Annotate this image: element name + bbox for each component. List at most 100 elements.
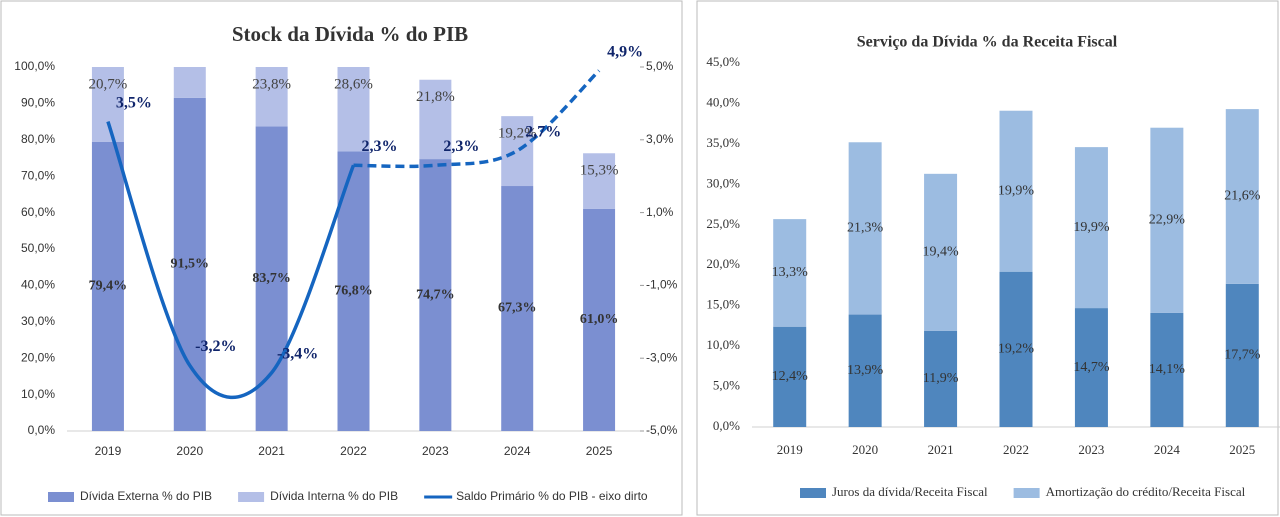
data-label: 2,7% [525,123,561,140]
y-tick-label: 80,0% [21,132,55,146]
data-label: 2,3% [443,138,479,155]
data-label: 23,8% [252,76,291,92]
x-tick-label: 2022 [1003,442,1029,457]
bar-segment [848,142,882,315]
data-label: 21,6% [1224,189,1261,204]
bar-segment [773,326,807,427]
x-tick-label: 2021 [258,444,285,458]
bar-segment [419,79,452,160]
y-tick-label: 35,0% [706,135,740,150]
y-tick-label: 90,0% [21,96,55,110]
bar-segment [255,126,288,431]
y2-tick-label: -3,0% [646,350,678,364]
bar-segment [255,67,288,127]
data-label: 13,3% [772,265,809,280]
legend-swatch [238,492,265,502]
bar-segment [773,219,807,327]
data-label: 74,7% [416,287,455,302]
bar-segment [419,159,452,431]
bars [91,67,616,431]
y-tick-label: 40,0% [706,94,740,109]
x-tick-label: 2025 [1229,442,1255,457]
line-series [106,121,356,400]
bar-segment [1150,312,1184,427]
bar-segment [848,314,882,427]
chart: Serviço da Dívida % da Receita Fiscal 0,0… [706,34,1280,499]
bar-segment [1225,109,1259,284]
bar-segment [583,153,616,209]
data-label: 83,7% [252,271,291,286]
y-tick-label: 25,0% [706,216,740,231]
y-tick-label: 45,0% [706,54,740,69]
data-label: 91,5% [171,257,210,272]
data-label: 13,9% [847,363,884,378]
y-tick-label: 0,0% [713,418,740,433]
y-tick-label: 50,0% [21,241,55,255]
x-tick-label: 2020 [176,444,203,458]
legend-label: Juros da dívida/Receita Fiscal [832,484,988,499]
y2-tick-label: 3,0% [646,132,674,146]
data-label: 79,4% [89,279,128,294]
x-tick-label: 2019 [95,444,122,458]
y-tick-label: 30,0% [706,175,740,190]
data-label: 19,2% [998,342,1035,357]
bar-segment [91,141,124,431]
bar-segment [924,173,958,331]
bar-segment [583,208,616,431]
data-label: 76,8% [334,283,373,298]
legend-label: Dívida Externa % do PIB [80,489,212,503]
data-label: 22,9% [1149,213,1186,228]
x-tick-label: 2024 [504,444,531,458]
y2-tick-label: -1,0% [646,278,678,292]
y2-tick-label: -5,0% [646,423,678,437]
y2-tick-label: 5,0% [646,59,674,73]
bar-segment [1225,283,1259,427]
bar-segment [501,186,534,431]
data-label: 67,3% [498,301,537,316]
y-tick-label: 30,0% [21,314,55,328]
data-label: 4,9% [607,43,643,60]
bar-segment [1150,127,1184,313]
x-tick-label: 2020 [852,442,878,457]
y2-tick-label: 1,0% [646,205,674,219]
data-label: 14,1% [1149,362,1186,377]
data-label: 20,7% [89,76,128,92]
data-label: -3,2% [195,338,236,355]
bar-segment [501,116,534,187]
data-label: 17,7% [1224,348,1261,363]
y-tick-label: 40,0% [21,278,55,292]
data-label: 2,3% [362,138,398,155]
bar-segment [1074,147,1108,309]
y-tick-label: 20,0% [706,256,740,271]
bar-segment [924,330,958,427]
data-label: 21,8% [416,89,455,105]
data-label: 61,0% [580,312,619,327]
bar-segment [91,67,124,142]
x-tick-label: 2022 [340,444,367,458]
data-label: 19,9% [998,183,1035,198]
bar-segment [999,110,1033,272]
y-tick-label: 5,0% [713,378,740,393]
data-label: 19,2% [498,126,537,142]
bar-segment [1074,308,1108,427]
legend-label: Saldo Primário % do PIB - eixo dirto [456,489,648,503]
data-label: 12,4% [772,369,809,384]
line-series [353,69,601,169]
legend-swatch [800,488,826,498]
x-tick-label: 2021 [928,442,954,457]
chart-title: Stock da Dívida % do PIB [232,22,468,46]
y-tick-label: 10,0% [706,337,740,352]
bar-segment [337,67,370,152]
y-tick-label: 0,0% [28,423,56,437]
bars [773,109,1259,427]
y-tick-label: 10,0% [21,387,55,401]
y-tick-label: 100,0% [14,59,55,73]
data-label: 15,3% [580,163,619,179]
y-tick-label: 15,0% [706,297,740,312]
legend-swatch [48,492,74,502]
x-tick-label: 2025 [586,444,613,458]
data-label: 3,5% [116,94,152,111]
x-tick-label: 2019 [777,442,803,457]
y-tick-label: 70,0% [21,168,55,182]
